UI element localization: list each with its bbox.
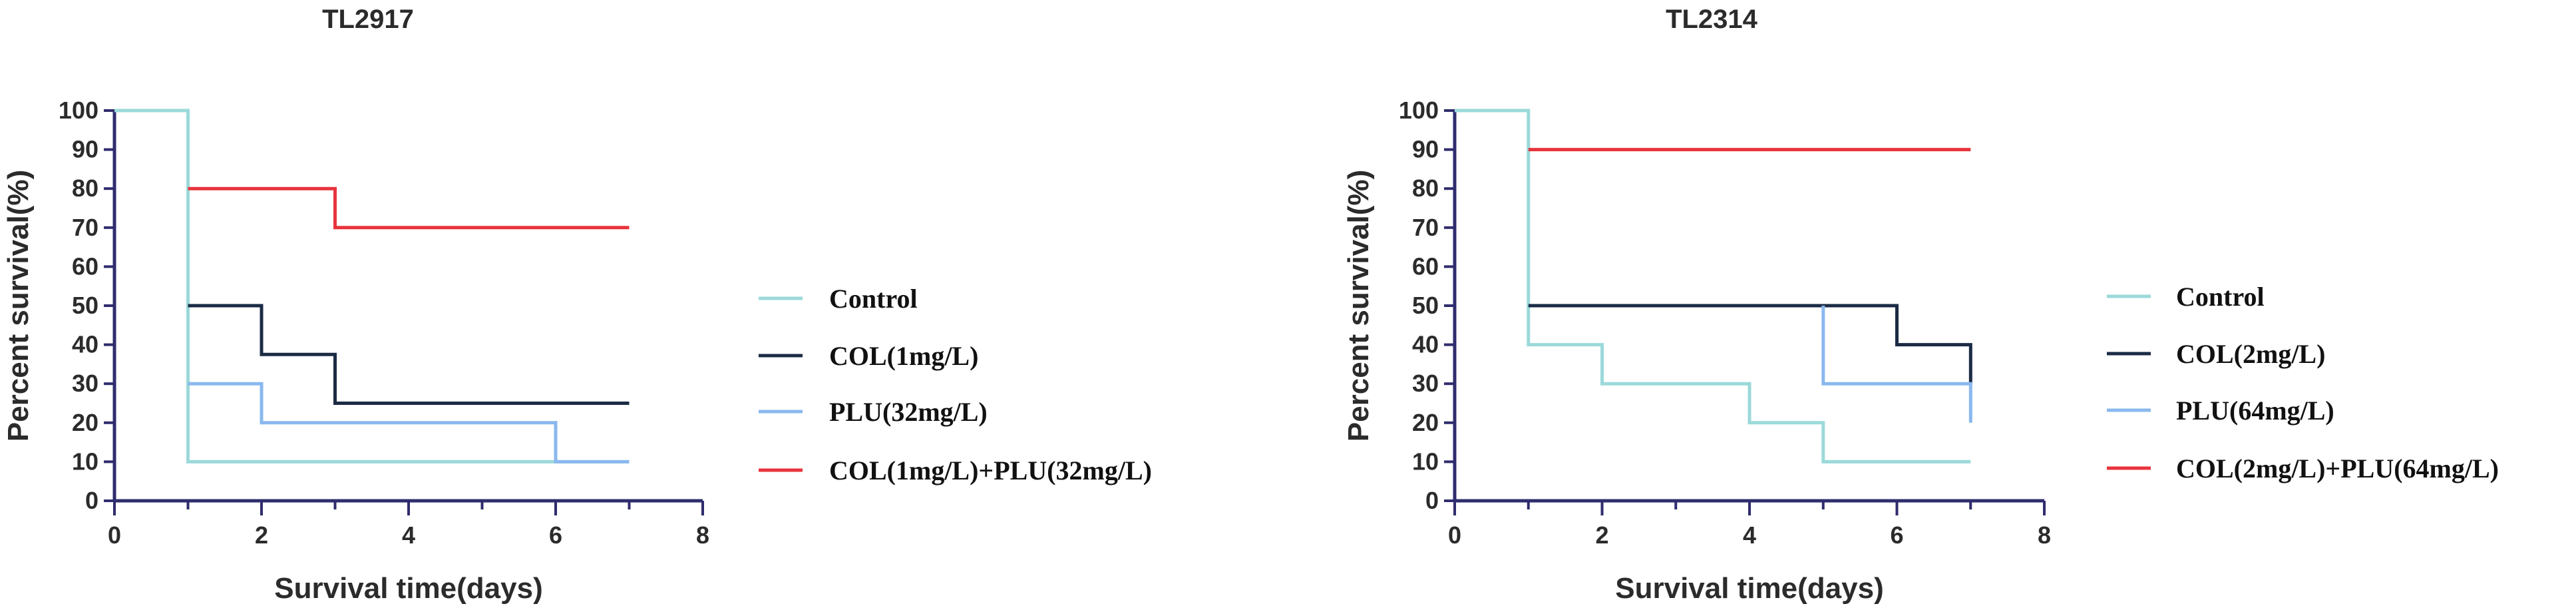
- y-axis-label: Percent survival(%): [1342, 170, 1375, 442]
- series-line-col-2mg-l: [1528, 304, 1972, 384]
- y-axis-label: Percent survival(%): [2, 170, 35, 442]
- chart-panel-tl2314: TL2314 0 10 20 30 40 50 60 70 80 90 100 0 2 4 6 8 Percent…: [1342, 5, 2499, 605]
- legend-label-col-2mg-l-plu-64mg-l: COL(2mg/L)+PLU(64mg/L): [2176, 454, 2499, 483]
- y-tick-label: 70: [72, 214, 98, 241]
- series-line-plu-64mg-l: [1821, 306, 1972, 423]
- y-tick-label: 40: [1412, 331, 1439, 358]
- x-tick-label: 0: [1448, 521, 1461, 549]
- y-tick-label: 60: [72, 252, 98, 280]
- y-tick-label: 0: [85, 487, 98, 514]
- legend-label-control: Control: [829, 284, 918, 314]
- legend-label-col-2mg-l: COL(2mg/L): [2176, 339, 2325, 369]
- y-tick-label: 90: [72, 136, 98, 163]
- legend-label-plu-32mg-l: PLU(32mg/L): [829, 397, 988, 427]
- chart-title: TL2314: [1666, 5, 1758, 34]
- y-tick-label: 80: [72, 174, 98, 202]
- y-tick-label: 10: [72, 448, 98, 475]
- legend-label-plu-64mg-l: PLU(64mg/L): [2176, 396, 2334, 426]
- chart-title: TL2917: [322, 5, 414, 34]
- x-tick-label: 6: [549, 521, 562, 549]
- legend-label-col-1mg-l-plu-32mg-l: COL(1mg/L)+PLU(32mg/L): [829, 456, 1152, 485]
- x-tick-label: 8: [2038, 521, 2051, 549]
- x-tick-label: 8: [696, 521, 709, 549]
- y-tick-label: 70: [1412, 214, 1439, 241]
- y-tick-label: 20: [72, 409, 98, 436]
- x-tick-label: 2: [1595, 521, 1608, 549]
- x-axis-label: Survival time(days): [1615, 572, 1884, 605]
- x-tick-label: 6: [1890, 521, 1903, 549]
- y-tick-label: 80: [1412, 174, 1439, 202]
- series-line-control: [1455, 109, 1971, 463]
- series-line-plu-32mg-l: [188, 382, 630, 463]
- x-axis-label: Survival time(days): [274, 572, 543, 605]
- y-tick-label: 30: [72, 370, 98, 397]
- chart-panel-tl2917: TL2917 0 10 20 30 40 50 60 70 80 90 100 0 2 4 6 8 Percent…: [2, 5, 1152, 605]
- y-tick-label: 50: [1412, 292, 1439, 319]
- y-tick-label: 90: [1412, 136, 1439, 163]
- legend-label-col-1mg-l: COL(1mg/L): [829, 341, 978, 371]
- y-tick-label: 100: [59, 97, 98, 124]
- x-tick-label: 4: [1743, 521, 1756, 549]
- legend-label-control: Control: [2176, 282, 2265, 312]
- y-tick-label: 20: [1412, 409, 1439, 436]
- y-tick-label: 40: [72, 331, 98, 358]
- y-tick-label: 30: [1412, 370, 1439, 397]
- y-tick-label: 10: [1412, 448, 1439, 475]
- x-tick-label: 2: [255, 521, 268, 549]
- series-line-col-1mg-l-plu-32mg-l: [188, 186, 630, 230]
- y-tick-label: 100: [1399, 97, 1439, 124]
- y-tick-label: 60: [1412, 252, 1439, 280]
- series-line-col-1mg-l: [188, 304, 630, 405]
- x-tick-label: 0: [108, 521, 121, 549]
- y-tick-label: 50: [72, 292, 98, 319]
- x-tick-label: 4: [402, 521, 415, 549]
- series-line-control: [114, 109, 630, 463]
- y-tick-label: 0: [1425, 487, 1439, 514]
